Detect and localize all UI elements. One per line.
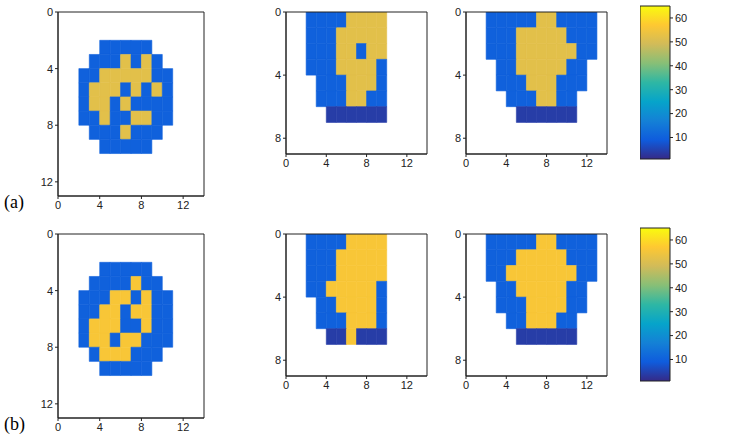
svg-text:8: 8 [47,341,53,353]
svg-text:4: 4 [455,69,461,81]
svg-text:0: 0 [463,157,469,169]
svg-text:12: 12 [401,379,413,391]
svg-text:8: 8 [544,379,550,391]
svg-text:50: 50 [675,258,687,270]
svg-text:12: 12 [581,157,593,169]
svg-text:4: 4 [275,69,281,81]
svg-text:4: 4 [97,421,103,433]
svg-text:10: 10 [675,353,687,365]
svg-text:40: 40 [675,282,687,294]
svg-text:0: 0 [463,379,469,391]
svg-text:8: 8 [364,157,370,169]
svg-text:30: 30 [675,84,687,96]
svg-text:0: 0 [55,421,61,433]
svg-text:8: 8 [364,379,370,391]
html-text:(a): (a) [4,192,24,212]
svg-text:8: 8 [544,157,550,169]
svg-text:4: 4 [503,379,509,391]
svg-text:12: 12 [41,398,53,410]
svg-text:8: 8 [47,119,53,131]
svg-text:4: 4 [455,291,461,303]
svg-text:4: 4 [47,63,53,75]
svg-text:12: 12 [177,199,189,211]
svg-text:60: 60 [675,12,687,24]
svg-text:4: 4 [323,379,329,391]
svg-text:8: 8 [275,354,281,366]
svg-text:20: 20 [675,329,687,341]
svg-text:0: 0 [283,379,289,391]
svg-text:0: 0 [47,228,53,240]
svg-text:0: 0 [455,6,461,18]
svg-text:12: 12 [401,157,413,169]
svg-text:8: 8 [138,199,144,211]
svg-text:4: 4 [503,157,509,169]
svg-text:8: 8 [138,421,144,433]
svg-text:10: 10 [675,131,687,143]
svg-text:20: 20 [675,107,687,119]
svg-text:12: 12 [177,421,189,433]
svg-text:0: 0 [275,228,281,240]
svg-text:4: 4 [275,291,281,303]
svg-text:8: 8 [455,354,461,366]
svg-text:50: 50 [675,36,687,48]
svg-text:0: 0 [455,228,461,240]
svg-text:0: 0 [47,6,53,18]
svg-text:40: 40 [675,60,687,72]
svg-text:4: 4 [97,199,103,211]
svg-text:8: 8 [275,132,281,144]
html-text:(b): (b) [4,414,25,434]
svg-text:0: 0 [283,157,289,169]
svg-text:12: 12 [41,176,53,188]
svg-text:0: 0 [275,6,281,18]
svg-text:4: 4 [47,285,53,297]
svg-text:12: 12 [581,379,593,391]
svg-text:30: 30 [675,306,687,318]
svg-text:60: 60 [675,234,687,246]
svg-text:0: 0 [55,199,61,211]
svg-text:4: 4 [323,157,329,169]
svg-text:8: 8 [455,132,461,144]
